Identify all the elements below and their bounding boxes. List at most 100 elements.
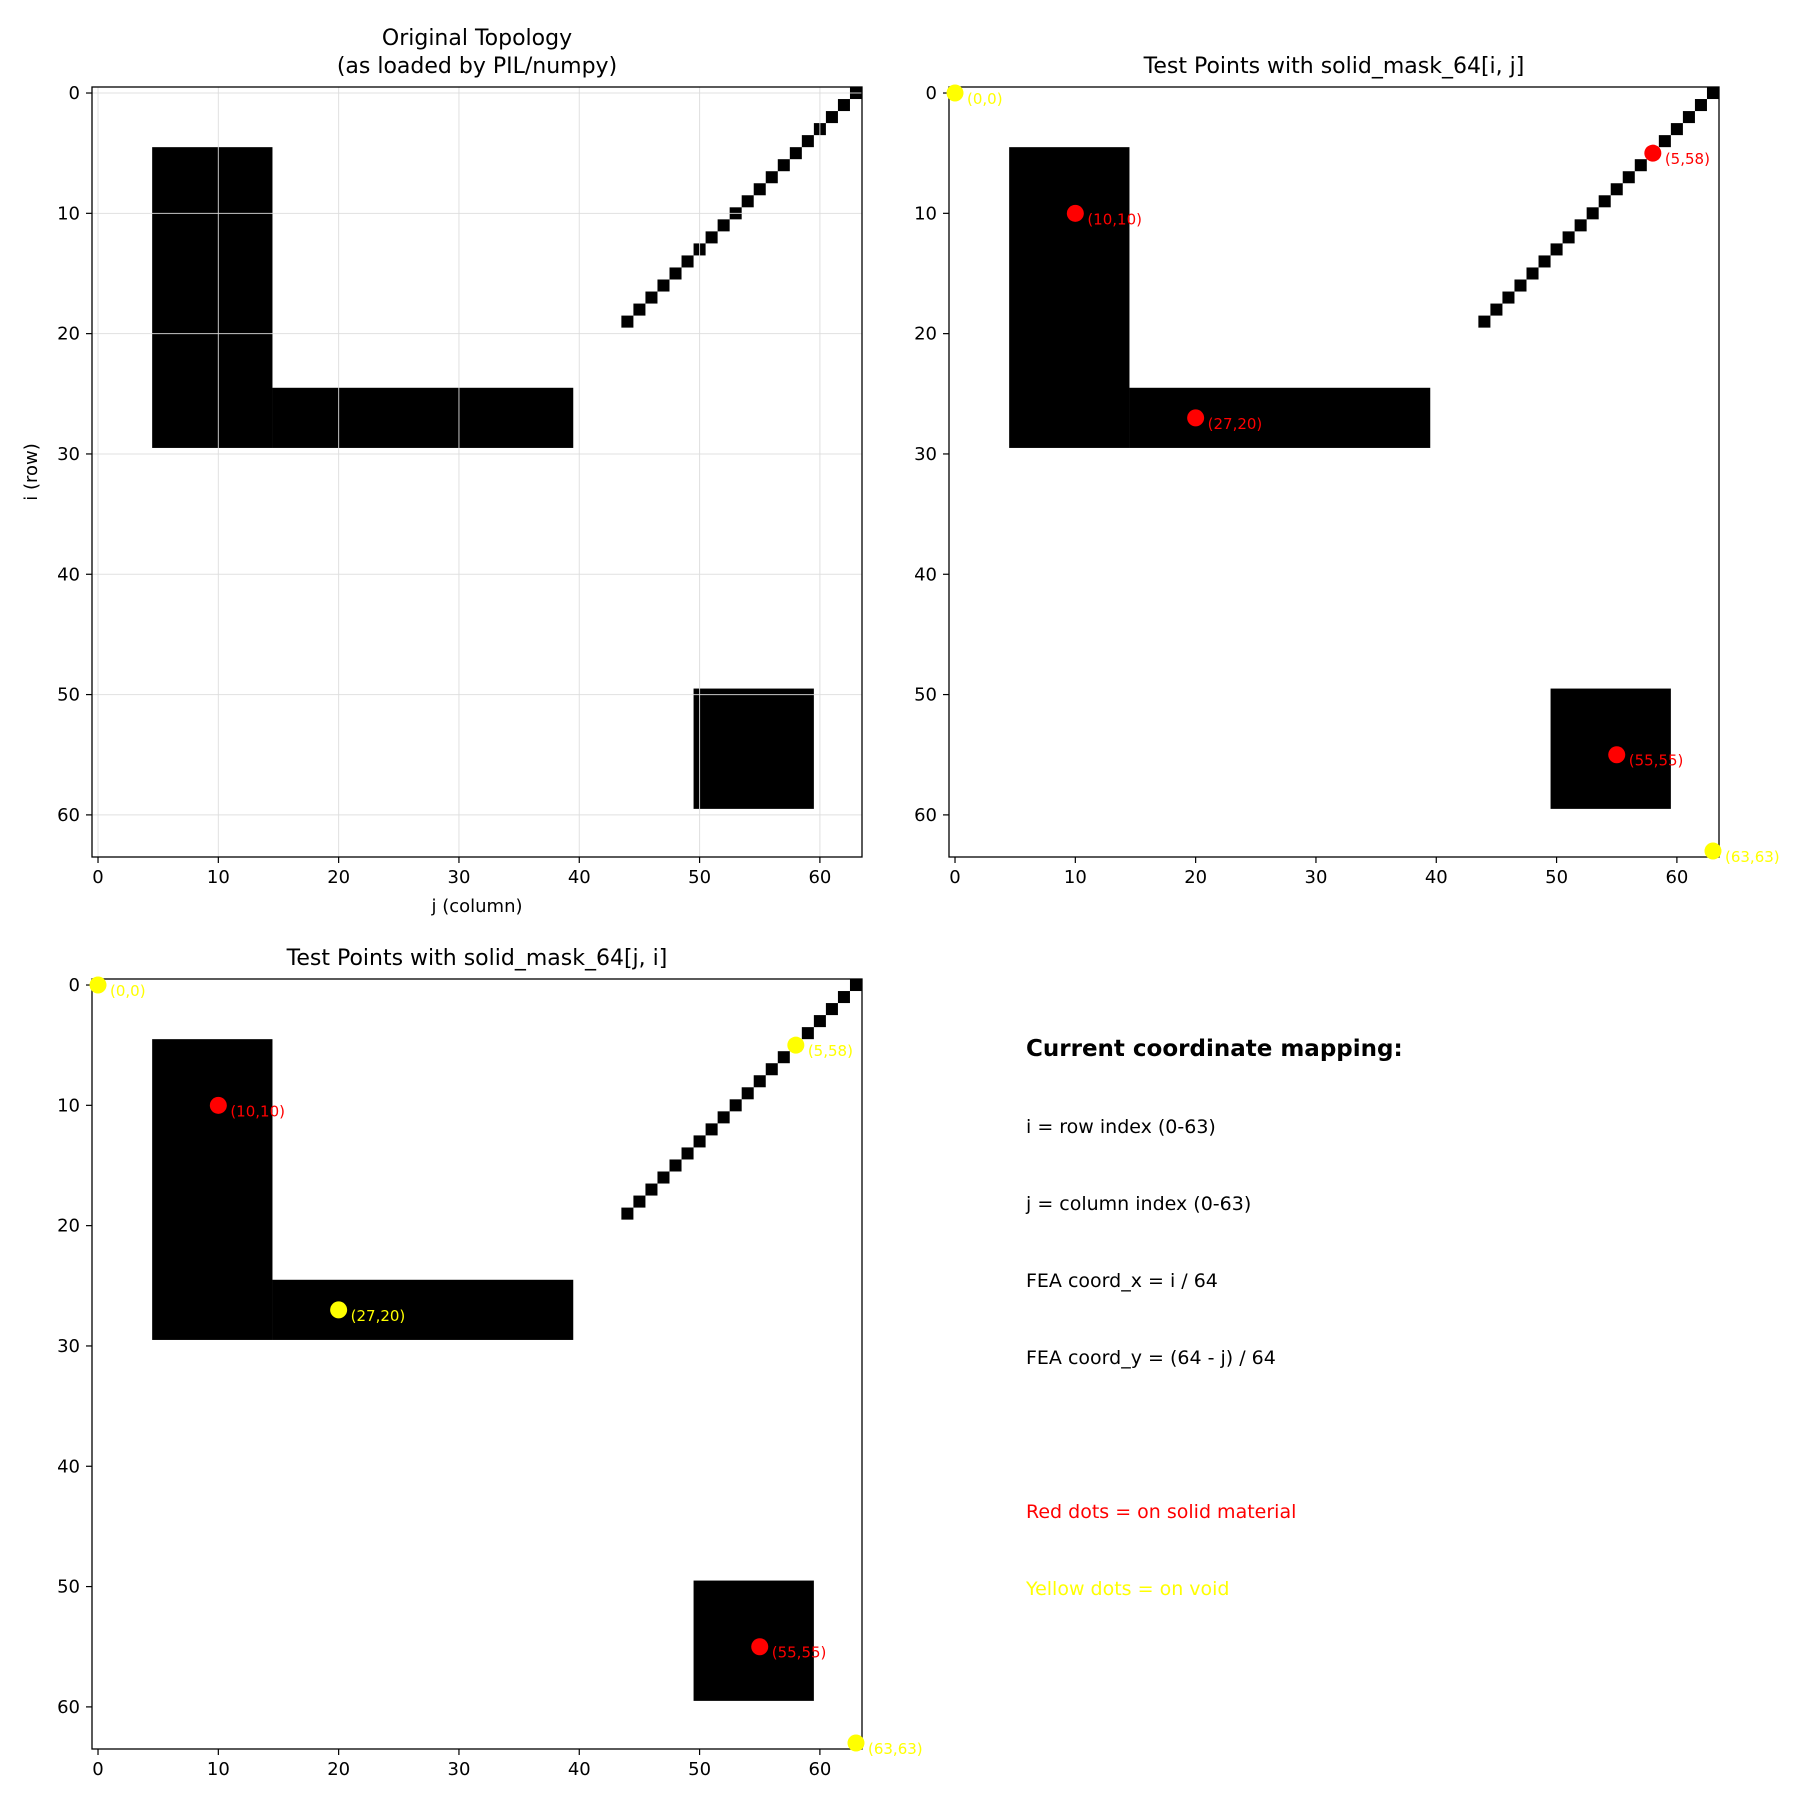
y-tick-label: 20 xyxy=(57,324,80,345)
l-horizontal-bar xyxy=(272,1279,574,1340)
x-tick-label: 20 xyxy=(1184,867,1207,888)
y-tick-label: 50 xyxy=(914,685,937,706)
y-tick-label: 20 xyxy=(57,1216,80,1237)
diagonal-cell xyxy=(1526,267,1539,280)
diagonal-cell xyxy=(645,291,658,304)
test-point-void xyxy=(330,1301,348,1319)
test-point-label: (0,0) xyxy=(967,90,1003,108)
diagonal-cell xyxy=(765,171,778,184)
info-legend-yellow: Yellow dots = on void xyxy=(1025,1578,1229,1600)
test-point-label: (55,55) xyxy=(1629,752,1684,770)
info-panel: Current coordinate mapping: i = row inde… xyxy=(1025,1036,1403,1600)
diagonal-cell xyxy=(645,1183,658,1196)
test-point-solid xyxy=(1644,144,1662,162)
x-tick-label: 50 xyxy=(688,1759,711,1780)
diagonal-cell xyxy=(849,979,862,992)
diagonal-cell xyxy=(1706,87,1719,100)
y-tick-label: 0 xyxy=(926,83,937,104)
test-point-label: (27,20) xyxy=(351,1307,406,1325)
chart-title: Original Topology xyxy=(382,26,572,51)
diagonal-cell xyxy=(657,1171,670,1184)
test-point-label: (63,63) xyxy=(1725,848,1780,866)
x-tick-label: 50 xyxy=(688,867,711,888)
x-tick-label: 60 xyxy=(808,1759,831,1780)
diagonal-cell xyxy=(777,159,790,172)
diagonal-cell xyxy=(753,183,766,196)
x-tick-label: 0 xyxy=(92,867,103,888)
y-tick-label: 50 xyxy=(57,685,80,706)
axes-frame xyxy=(948,86,1720,858)
diagonal-cell xyxy=(1538,255,1551,268)
diagonal-cell xyxy=(837,991,850,1004)
y-tick-label: 0 xyxy=(69,975,80,996)
diagonal-cell xyxy=(1502,291,1515,304)
y-tick-label: 50 xyxy=(57,1577,80,1598)
x-axis-label: j (column) xyxy=(430,896,522,917)
diagonal-cell xyxy=(753,1075,766,1088)
diagonal-cell xyxy=(777,1051,790,1064)
test-point-solid xyxy=(1187,409,1205,427)
diagonal-cell xyxy=(657,279,670,292)
test-point-label: (55,55) xyxy=(772,1644,827,1662)
test-point-label: (5,58) xyxy=(808,1042,853,1060)
y-tick-label: 60 xyxy=(57,1697,80,1718)
diagonal-cell xyxy=(717,219,730,232)
test-point-void xyxy=(847,1734,865,1752)
l-horizontal-bar xyxy=(1129,387,1431,448)
diagonal-cell xyxy=(1682,111,1695,124)
y-tick-label: 40 xyxy=(914,564,937,585)
x-tick-label: 50 xyxy=(1545,867,1568,888)
x-tick-label: 10 xyxy=(207,867,230,888)
diagonal-cell xyxy=(837,99,850,112)
y-tick-label: 60 xyxy=(914,805,937,826)
x-tick-label: 40 xyxy=(568,1759,591,1780)
x-tick-label: 20 xyxy=(327,1759,350,1780)
diagonal-cell xyxy=(1622,171,1635,184)
x-tick-label: 0 xyxy=(949,867,960,888)
y-tick-label: 0 xyxy=(69,83,80,104)
diagonal-cell xyxy=(1550,243,1563,256)
panel-original-topology: 0 10 20 30 40 50 60 0 10 20 30 40 50 60 Original Topol… xyxy=(21,26,863,917)
info-legend-red: Red dots = on solid material xyxy=(1026,1501,1296,1523)
diagonal-cell xyxy=(1514,279,1527,292)
diagonal-cell xyxy=(801,135,814,148)
info-heading: Current coordinate mapping: xyxy=(1026,1036,1403,1062)
x-tick-label: 10 xyxy=(1064,867,1087,888)
diagonal-cell xyxy=(681,1147,694,1160)
y-tick-label: 20 xyxy=(914,324,937,345)
diagonal-cell xyxy=(1598,195,1611,208)
diagonal-cell xyxy=(1586,207,1599,220)
test-point-label: (10,10) xyxy=(1087,210,1142,228)
x-tick-label: 60 xyxy=(808,867,831,888)
diagonal-cell xyxy=(1574,219,1587,232)
test-point-label: (0,0) xyxy=(110,982,146,1000)
y-tick-label: 10 xyxy=(914,203,937,224)
axes-frame xyxy=(91,86,863,858)
y-tick-label: 30 xyxy=(57,444,80,465)
diagonal-cell xyxy=(633,1195,646,1208)
diagonal-cell xyxy=(705,231,718,244)
diagonal-cell xyxy=(1610,183,1623,196)
diagonal-cell xyxy=(1490,303,1503,316)
l-horizontal-bar xyxy=(272,387,574,448)
y-tick-label: 30 xyxy=(57,1336,80,1357)
test-point-solid xyxy=(209,1096,227,1114)
x-tick-label: 0 xyxy=(92,1759,103,1780)
diagonal-cell xyxy=(717,1111,730,1124)
diagonal-cell xyxy=(1670,123,1683,136)
y-tick-label: 10 xyxy=(57,1095,80,1116)
l-vertical-bar xyxy=(1009,147,1130,448)
square-block xyxy=(1550,688,1671,809)
diagonal-cell xyxy=(801,1027,814,1040)
x-tick-label: 30 xyxy=(448,867,471,888)
info-line-column-index: j = column index (0-63) xyxy=(1025,1193,1251,1215)
diagonal-cell xyxy=(621,1207,634,1220)
x-tick-label: 10 xyxy=(207,1759,230,1780)
test-point-label: (63,63) xyxy=(868,1740,923,1758)
panel-solid-mask-ji: 0 10 20 30 40 50 60 0 10 20 30 40 50 60 Test Points wi… xyxy=(57,946,923,1780)
x-tick-label: 40 xyxy=(1425,867,1448,888)
test-point-void xyxy=(787,1036,805,1054)
test-point-void xyxy=(89,976,107,994)
axes-frame xyxy=(91,978,863,1750)
